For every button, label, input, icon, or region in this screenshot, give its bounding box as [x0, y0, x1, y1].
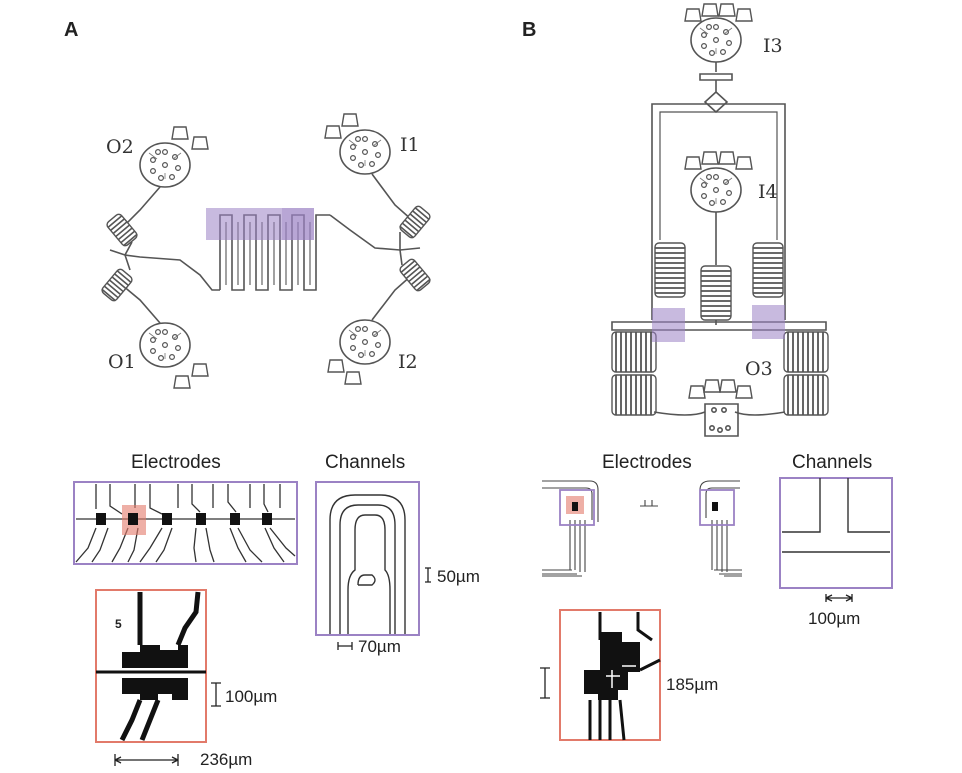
highlight-region [752, 305, 785, 339]
reservoir-i3 [690, 17, 742, 63]
electrode-array-b [542, 480, 742, 577]
channels-title-b: Channels [792, 452, 872, 473]
port-tab [718, 3, 736, 17]
electrode-highlight-box [699, 489, 735, 526]
port-tab [684, 156, 702, 170]
port-tab [719, 379, 737, 393]
port-label-o3: O3 [745, 358, 773, 380]
port-tab [701, 151, 719, 165]
reservoir-o1 [139, 322, 191, 368]
port-tab [701, 3, 719, 17]
panel-a-letter: A [64, 19, 78, 41]
scale-bar-100-a [211, 682, 221, 707]
electrodes-title-b: Electrodes [602, 452, 692, 473]
channels-title-a: Channels [325, 452, 405, 473]
port-tab [735, 156, 753, 170]
panel-b-letter: B [522, 19, 536, 41]
channels-inset-b [779, 477, 893, 589]
scale-label-236: 236µm [200, 750, 252, 769]
port-label-i1: I1 [400, 134, 420, 156]
port-tab [703, 379, 721, 393]
port-tab [718, 151, 736, 165]
electrodes-title-a: Electrodes [131, 452, 221, 473]
electrode-number: 5 [115, 617, 122, 631]
coil-right-bottom [783, 374, 829, 416]
port-tab [341, 113, 359, 127]
electrode-zoom-shapes-b [584, 612, 661, 741]
coil-right [752, 242, 784, 298]
port-label-i3: I3 [763, 35, 783, 57]
port-tab [735, 8, 753, 22]
port-tab [191, 136, 209, 150]
port-tab [327, 359, 345, 373]
port-tab [684, 8, 702, 22]
port-tab [735, 385, 753, 399]
port-tab [171, 126, 189, 140]
coil-left-lower [611, 331, 657, 373]
reservoir-i4 [690, 167, 742, 213]
highlight-region [282, 208, 314, 240]
port-tab [688, 385, 706, 399]
port-label-i2: I2 [398, 351, 418, 373]
coil-center [700, 265, 732, 321]
scale-bar-70 [337, 642, 353, 650]
highlight-region [206, 208, 314, 240]
highlight-region [652, 308, 685, 342]
electrode-pad [712, 502, 718, 511]
channels-inset-a [315, 481, 420, 636]
electrodes-inset-a [73, 481, 298, 565]
scale-bar-100-b [825, 594, 853, 602]
scale-bar-185 [540, 667, 550, 699]
port-tab [324, 125, 342, 139]
scale-label-185: 185µm [666, 675, 718, 694]
channel-t-junction-b [782, 478, 890, 553]
electrode-pad [572, 502, 578, 511]
scale-bar-50 [425, 567, 431, 583]
coil-right-lower [783, 331, 829, 373]
scale-label-100-a: 100µm [225, 687, 277, 706]
reservoir-i1 [339, 129, 391, 175]
panel-b-chip [611, 3, 829, 437]
port-label-i4: I4 [758, 181, 778, 203]
reservoir-o2 [139, 142, 191, 188]
electrode-highlight-box [559, 489, 595, 526]
scale-bar-236 [114, 754, 179, 766]
coil-left-bottom [611, 374, 657, 416]
panel-a-chip [99, 113, 433, 389]
scale-label-70: 70µm [358, 637, 401, 656]
port-tab [191, 363, 209, 377]
port-label-o1: O1 [108, 351, 136, 373]
electrode-pads-a [96, 513, 272, 525]
channel-loop-a [329, 494, 406, 634]
electrode-zoom-shapes-a [96, 591, 206, 742]
reservoir-i2 [339, 319, 391, 365]
port-tab [344, 371, 362, 385]
scale-label-100-b: 100µm [808, 609, 860, 628]
coil-left [654, 242, 686, 298]
scale-label-50: 50µm [437, 567, 480, 586]
port-tab [173, 375, 191, 389]
electrode-array-a [75, 484, 296, 563]
port-label-o2: O2 [106, 136, 134, 158]
